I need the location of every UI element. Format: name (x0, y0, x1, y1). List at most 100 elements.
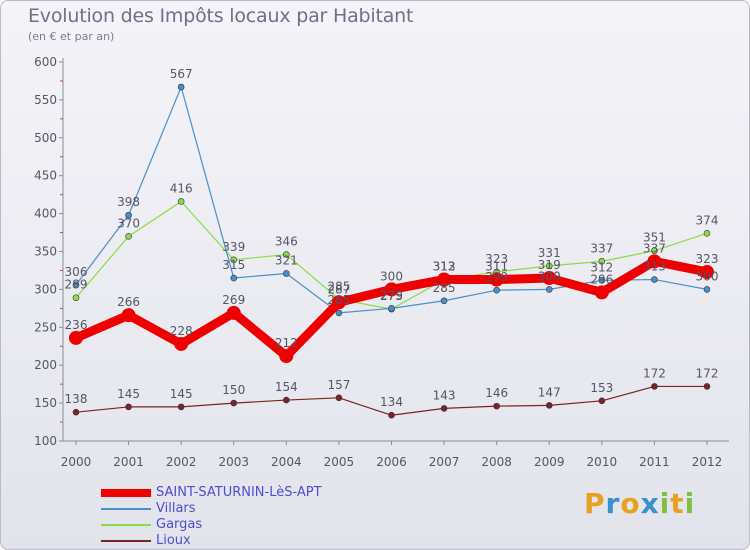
y-tick-label: 350 (34, 245, 57, 259)
data-label-gargas: 285 (327, 279, 350, 293)
data-label-lioux: 172 (643, 366, 666, 380)
x-tick-label: 2012 (692, 455, 723, 469)
y-tick-label: 250 (34, 320, 57, 334)
data-point-gargas (230, 256, 238, 264)
data-point-saint-saturnin (121, 308, 136, 323)
x-tick-label: 2005 (324, 455, 355, 469)
data-point-gargas (651, 247, 658, 255)
x-tick-label: 2008 (481, 455, 512, 469)
data-label-villars: 300 (696, 269, 719, 283)
data-label-saint-saturnin: 269 (222, 293, 245, 307)
data-point-saint-saturnin (331, 295, 346, 310)
data-point-villars (125, 211, 132, 219)
data-point-saint-saturnin (279, 349, 294, 364)
data-point-gargas (283, 251, 290, 258)
chart-title: Evolution des Impôts locaux par Habitant (28, 5, 414, 27)
data-label-villars: 306 (65, 265, 88, 279)
logo-letter: o (620, 487, 641, 520)
x-tick-label: 2004 (271, 455, 302, 469)
legend-label-gargas: Gargas (156, 517, 203, 532)
logo-letter: t (670, 487, 685, 520)
logo-letter: x (640, 487, 660, 520)
data-point-lioux (72, 408, 80, 416)
data-point-lioux (230, 399, 238, 407)
data-label-villars: 299 (485, 270, 508, 284)
data-point-villars (177, 83, 185, 91)
data-label-villars: 398 (117, 195, 140, 209)
y-tick-label: 600 (34, 55, 57, 69)
data-point-gargas (598, 258, 606, 265)
legend-label-saint-saturnin: SAINT-SATURNIN-LèS-APT (156, 485, 322, 500)
data-label-gargas: 370 (117, 216, 140, 230)
x-tick-label: 2003 (218, 455, 249, 469)
data-point-gargas (703, 230, 711, 237)
legend-swatch-lioux (101, 540, 151, 542)
x-tick-label: 2007 (429, 455, 460, 469)
data-point-lioux (177, 403, 185, 411)
data-point-saint-saturnin (647, 254, 662, 269)
x-tick-label: 2011 (639, 455, 670, 469)
data-label-gargas: 275 (380, 289, 403, 303)
y-tick-label: 200 (34, 358, 57, 372)
data-point-gargas (125, 233, 132, 240)
data-label-villars: 285 (327, 293, 350, 307)
data-label-saint-saturnin: 311 (485, 260, 508, 274)
y-tick-label: 150 (34, 396, 57, 410)
logo-letter: r (605, 487, 621, 520)
x-tick-label: 2002 (166, 455, 197, 469)
data-label-gargas: 312 (433, 260, 456, 274)
x-tick-label: 2009 (534, 455, 565, 469)
line-chart: 100 150 200 250 300 350 400 450 500 550 600 2000 200… (34, 55, 729, 469)
logo-letter: P (584, 487, 606, 520)
data-label-gargas: 331 (538, 246, 561, 260)
chart-subtitle: (en € et par an) (28, 30, 115, 43)
y-tick-label: 550 (34, 93, 57, 107)
data-label-saint-saturnin: 319 (538, 258, 561, 272)
data-point-lioux (493, 402, 500, 410)
data-point-villars (72, 281, 80, 289)
data-label-villars: 300 (538, 269, 561, 283)
legend-swatch-gargas (101, 524, 151, 526)
data-label-gargas: 416 (170, 181, 193, 195)
y-tick-label: 500 (34, 131, 57, 145)
data-point-villars (545, 286, 553, 293)
data-label-gargas: 323 (485, 252, 508, 266)
data-point-lioux (335, 394, 343, 402)
data-label-villars: 315 (222, 258, 245, 272)
data-point-lioux (125, 403, 132, 411)
legend-label-lioux: Lioux (156, 533, 191, 548)
data-point-villars (598, 277, 606, 284)
x-tick-label: 2001 (113, 455, 144, 469)
data-point-lioux (283, 396, 290, 404)
data-point-saint-saturnin (384, 282, 399, 297)
legend-swatch-villars (101, 508, 151, 510)
data-point-villars (230, 274, 238, 282)
data-label-gargas: 339 (222, 240, 245, 254)
data-point-villars (335, 309, 343, 317)
data-point-lioux (598, 397, 606, 405)
data-label-villars: 321 (275, 253, 298, 267)
y-tick-label: 450 (34, 169, 57, 183)
data-point-gargas (545, 262, 553, 270)
data-label-lioux: 150 (222, 383, 245, 397)
data-point-lioux (545, 402, 553, 409)
data-point-lioux (388, 411, 395, 419)
data-label-saint-saturnin: 287 (327, 282, 350, 296)
data-point-saint-saturnin (69, 330, 83, 345)
data-label-villars: 285 (433, 281, 456, 295)
data-label-gargas: 337 (590, 241, 613, 255)
x-tick-label: 2000 (61, 455, 92, 469)
logo-letter: i (684, 487, 696, 520)
data-point-saint-saturnin (226, 305, 241, 320)
data-label-gargas: 374 (696, 213, 719, 227)
data-label-saint-saturnin: 296 (590, 272, 613, 286)
data-point-lioux (703, 383, 711, 390)
data-label-saint-saturnin: 266 (117, 295, 140, 309)
data-label-saint-saturnin: 236 (65, 318, 88, 332)
data-label-saint-saturnin: 212 (275, 336, 298, 350)
data-label-gargas: 289 (65, 278, 88, 292)
data-label-lioux: 154 (275, 380, 298, 394)
data-label-villars: 567 (170, 67, 193, 81)
data-label-saint-saturnin: 323 (696, 252, 719, 266)
data-label-lioux: 172 (696, 366, 719, 380)
